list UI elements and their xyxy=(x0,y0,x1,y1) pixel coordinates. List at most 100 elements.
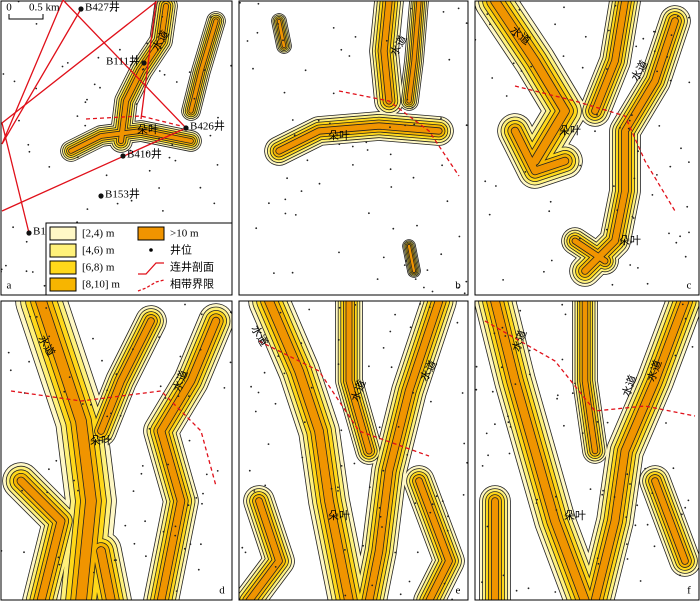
well-dot xyxy=(205,473,208,476)
well-dot xyxy=(597,562,600,565)
well-dot xyxy=(132,490,135,492)
well-dot xyxy=(382,256,385,259)
well-dot xyxy=(187,504,190,507)
well-dot xyxy=(337,339,340,341)
well-dot xyxy=(66,62,69,64)
well-dot xyxy=(681,303,684,306)
well-dot xyxy=(351,145,354,148)
well-dot xyxy=(406,98,409,101)
well-dot xyxy=(217,116,219,119)
map-body xyxy=(1,1,232,287)
thickness-zone xyxy=(246,498,282,600)
well-dot xyxy=(274,402,277,405)
well-dot xyxy=(431,290,434,293)
well-dot xyxy=(687,499,690,502)
well-dot xyxy=(405,260,407,262)
well-dot xyxy=(332,92,335,95)
thickness-zone xyxy=(265,301,353,600)
annotation: 朵叶 xyxy=(328,129,350,142)
well-dot xyxy=(397,426,400,428)
well-name: B111井 xyxy=(106,54,140,68)
well-dot xyxy=(654,30,657,33)
well-dot xyxy=(188,395,190,397)
well-dot xyxy=(442,11,445,13)
map-body xyxy=(239,301,468,600)
well-dot xyxy=(5,264,7,267)
well-dot xyxy=(338,306,341,309)
well-dot xyxy=(626,558,629,560)
well-dot xyxy=(284,212,287,215)
legend-section-symbol xyxy=(138,262,164,275)
well-dot xyxy=(124,524,127,527)
map-body xyxy=(475,301,699,600)
well-dot xyxy=(668,232,670,235)
well-dot xyxy=(300,342,303,345)
well-dot xyxy=(193,97,196,100)
well-dot xyxy=(423,286,425,289)
well-dot xyxy=(670,34,673,36)
well-dot xyxy=(371,584,374,587)
well-dot xyxy=(504,335,507,337)
well-dot xyxy=(317,119,320,122)
well-dot xyxy=(481,465,484,467)
panel-frame xyxy=(238,0,469,296)
well-dot xyxy=(637,150,639,153)
well-dot xyxy=(502,279,504,281)
thickness-zone xyxy=(582,301,598,454)
scale-end: 0.5 km xyxy=(29,2,60,14)
thickness-zone xyxy=(416,478,452,600)
well-dot xyxy=(368,486,371,488)
well-dot xyxy=(414,278,417,280)
panel-label: d xyxy=(219,585,225,597)
thickness-zone xyxy=(491,301,589,600)
well-dot xyxy=(550,259,553,262)
legend-swatch xyxy=(49,243,77,258)
well-dot xyxy=(318,182,321,185)
well-dot xyxy=(441,500,444,502)
well-dot xyxy=(457,7,460,10)
well-dot xyxy=(294,214,297,216)
well-dot xyxy=(246,40,249,42)
well-dot xyxy=(409,326,412,329)
well-dot xyxy=(348,55,351,57)
well-dot xyxy=(563,6,565,9)
well-dot xyxy=(25,270,28,273)
well-dot xyxy=(613,185,615,188)
well-dot xyxy=(669,165,672,168)
well-dot xyxy=(223,387,226,389)
thickness-zone xyxy=(346,301,372,454)
legend-swatch xyxy=(49,277,77,292)
well-dot xyxy=(646,282,649,285)
well-dot xyxy=(513,34,516,37)
well-dot xyxy=(672,467,675,470)
well-dot xyxy=(629,264,632,266)
well-dot xyxy=(574,382,576,385)
well-dot xyxy=(86,98,88,101)
well-dot xyxy=(426,269,429,271)
well-dot xyxy=(653,50,656,53)
well-dot xyxy=(141,465,144,467)
well-dot xyxy=(12,226,15,229)
well-dot xyxy=(144,520,147,523)
well-dot xyxy=(195,497,198,499)
well-dot xyxy=(493,332,496,335)
map-body xyxy=(239,1,468,295)
well-dot xyxy=(520,70,523,72)
well-dot xyxy=(505,95,508,97)
legend-label: [2,4) m xyxy=(82,228,115,240)
well-dot xyxy=(579,164,582,167)
well-dot xyxy=(627,127,630,130)
well-name: B427井 xyxy=(85,0,120,14)
well-dot xyxy=(23,551,25,554)
well-dot xyxy=(273,272,275,274)
well-dot xyxy=(159,385,162,388)
panel-label: b xyxy=(455,280,461,292)
thickness-zone xyxy=(365,301,443,600)
well-marker xyxy=(120,153,126,159)
well-dot xyxy=(414,502,417,504)
well-dot xyxy=(163,73,166,76)
well-dot xyxy=(447,515,449,518)
well-dot xyxy=(188,439,191,442)
